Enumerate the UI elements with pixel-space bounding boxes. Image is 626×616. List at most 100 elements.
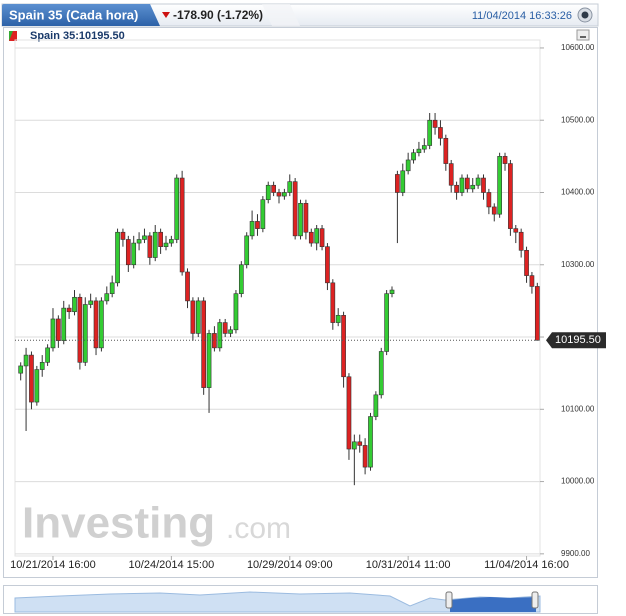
candle-body [346,376,352,450]
candle-body [508,163,513,229]
candle-body [158,231,163,247]
candle-body [77,296,83,363]
candle-body [518,231,524,251]
navigator-selection [450,597,536,612]
candle-body [400,170,406,193]
candle-body [335,315,341,323]
y-tick-label: 10300.00 [561,260,595,269]
navigator-handle-right[interactable] [531,591,539,609]
candle-body [185,271,190,302]
candle-body [325,246,330,284]
settings-button-dot [581,11,589,19]
x-tick-label: 10/21/2014 16:00 [10,559,96,571]
candle-body [195,300,201,334]
candle-body [443,137,449,164]
candle-body [61,307,67,341]
candle-body [136,239,142,244]
candle-body [228,329,233,334]
candle-body [303,203,309,233]
candle-body [131,242,137,266]
navigator-handle-left[interactable] [445,591,453,609]
candle-body [513,228,519,233]
candle-body [497,156,502,215]
candle-body [238,264,244,294]
candle-body [362,445,368,468]
candle-body [416,148,422,154]
y-tick-label: 10100.00 [561,404,595,413]
candle-body [66,307,72,313]
candle-body [357,441,363,446]
candle-body [255,221,260,229]
candle-body [120,231,126,240]
last-price-label: 10195.50 [555,334,601,346]
timestamp: 11/04/2014 16:33:26 [472,10,572,22]
candle-body [265,184,271,201]
candle-body [292,181,298,237]
candle-body [427,119,433,146]
candle-body [82,304,88,363]
y-tick-label: 10400.00 [561,188,595,197]
x-tick-label: 10/31/2014 11:00 [366,559,451,571]
candle-body [459,177,465,193]
candle-body [438,127,443,139]
candle-body [432,119,438,128]
candle-body [233,293,239,331]
candle-body [99,300,104,349]
candle-body [282,192,287,197]
y-tick-label: 10600.00 [561,43,595,52]
candle-body [23,354,29,367]
candle-body [174,177,180,240]
candle-body [249,221,255,237]
candle-body [524,250,529,276]
candle-body [534,286,540,341]
candle-body [104,293,110,302]
candle-body [18,365,24,374]
watermark-suffix: .com [226,512,291,545]
candle-body [271,184,276,193]
minimize-button[interactable] [576,29,590,41]
chart-title: Spain 35 (Cada hora) [9,7,138,22]
candle-body [421,145,427,150]
candle-body [29,354,34,403]
candle-body [50,318,56,349]
candle-body [142,235,147,240]
candle-body [502,156,508,164]
y-tick-label: 10000.00 [561,477,595,486]
y-tick-label: 10500.00 [561,115,595,124]
candle-body [169,239,174,244]
candle-body [276,192,282,197]
candle-body [93,300,99,349]
candle-body [373,394,379,417]
legend-label: Spain 35:10195.50 [30,30,125,42]
candle-body [351,441,357,450]
candle-body [486,192,492,208]
candle-body [470,184,476,190]
candle-body [147,235,153,258]
candle-body [378,351,384,396]
candle-body [206,333,212,388]
candle-body [72,296,77,313]
candle-body [319,228,325,247]
tab-edge [262,4,300,26]
x-tick-label: 11/04/2014 16:00 [484,559,569,571]
candle-body [405,159,411,172]
candle-body [115,231,120,284]
candle-body [491,206,497,215]
candle-body [341,315,346,378]
candle-body [260,199,266,229]
x-tick-label: 10/24/2014 15:00 [129,559,215,571]
last-price-tag [546,332,606,349]
candle-body [384,293,389,352]
candle-body [45,347,50,363]
legend-icon-down [9,31,17,41]
title-tab [2,4,160,26]
candle-body [287,181,293,193]
candle-body [222,322,228,334]
candle-body [212,333,217,349]
candle-body [454,184,459,193]
candle-body [368,416,373,468]
candle-body [448,163,454,186]
candle-body [56,318,61,341]
x-tick-label: 10/29/2014 09:00 [247,559,333,571]
candle-body [217,322,223,349]
